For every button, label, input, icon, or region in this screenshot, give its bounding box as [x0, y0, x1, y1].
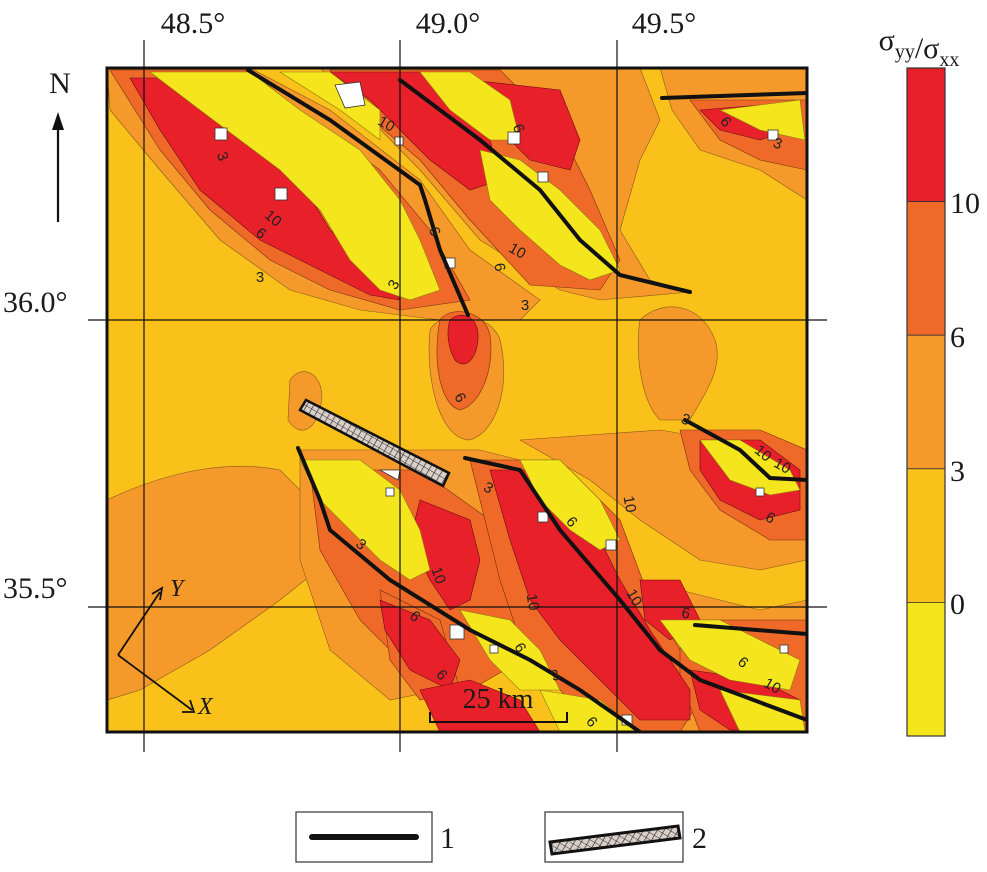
contour-label: 10: [523, 593, 543, 612]
hatched-bar-icon: [548, 824, 682, 856]
hatched-fault-zone: [298, 398, 451, 488]
graticule: [88, 40, 827, 752]
fault-lines: [246, 68, 807, 732]
contour-label: 6: [490, 262, 508, 273]
axis-y-label: Y: [170, 576, 186, 602]
map-frame: [105, 66, 809, 734]
colorbar-cell-0: [906, 67, 946, 203]
contour-label: 10: [375, 113, 398, 136]
north-label: N: [49, 67, 71, 100]
white-patches: [214, 81, 789, 726]
colorbar-cell-1: [906, 201, 946, 336]
contour-label: 10: [771, 455, 794, 478]
legend: 1 2: [295, 811, 707, 863]
legend-item-1: 1: [295, 811, 455, 863]
north-arrow-head-icon: [52, 112, 64, 130]
colorbar-tick-10: 10: [950, 187, 980, 220]
scale-bar: 25 km: [429, 684, 568, 723]
contour-label: 10: [622, 586, 645, 609]
colorbar-cell-2: [906, 334, 946, 470]
xy-axes-indicator: [117, 586, 196, 713]
colorbar-frame: [906, 67, 946, 737]
contour-label: 10: [620, 495, 640, 514]
lat-label-36-0: 36.0°: [3, 286, 68, 319]
colorbar-title: σyy/σxx: [879, 24, 960, 71]
colorbar-tick-3: 3: [950, 455, 965, 488]
contour-label: 10: [427, 565, 449, 586]
colorbar-tick-6: 6: [950, 321, 965, 354]
legend-item-2: 2: [544, 811, 707, 863]
lon-label-48-5: 48.5°: [161, 7, 226, 40]
contour-label: 3: [256, 269, 264, 286]
stress-ratio-map: 3106103661063361063610631010610631066363…: [107, 68, 807, 732]
north-arrow: N: [49, 67, 71, 222]
contour-band-above-10: [129, 71, 801, 732]
contour-label: 10: [506, 240, 529, 263]
legend-number-1: 1: [440, 822, 455, 855]
colorbar: σyy/σxx 10 6 3 0: [879, 24, 980, 737]
lat-label-35-5: 35.5°: [3, 572, 68, 605]
lon-label-49-5: 49.5°: [632, 7, 697, 40]
colorbar-tick-0: 0: [950, 588, 965, 621]
colorbar-cells: [906, 67, 946, 737]
contour-label: 3: [521, 297, 529, 314]
colorbar-cell-4: [906, 602, 946, 737]
axis-x-label: X: [197, 694, 214, 720]
colorbar-cell-3: [906, 468, 946, 603]
scale-label: 25 km: [463, 684, 534, 715]
legend-number-2: 2: [692, 822, 707, 855]
lon-label-49-0: 49.0°: [416, 7, 481, 40]
contour-label: 10: [761, 675, 784, 698]
contour-label: 6: [680, 604, 691, 622]
